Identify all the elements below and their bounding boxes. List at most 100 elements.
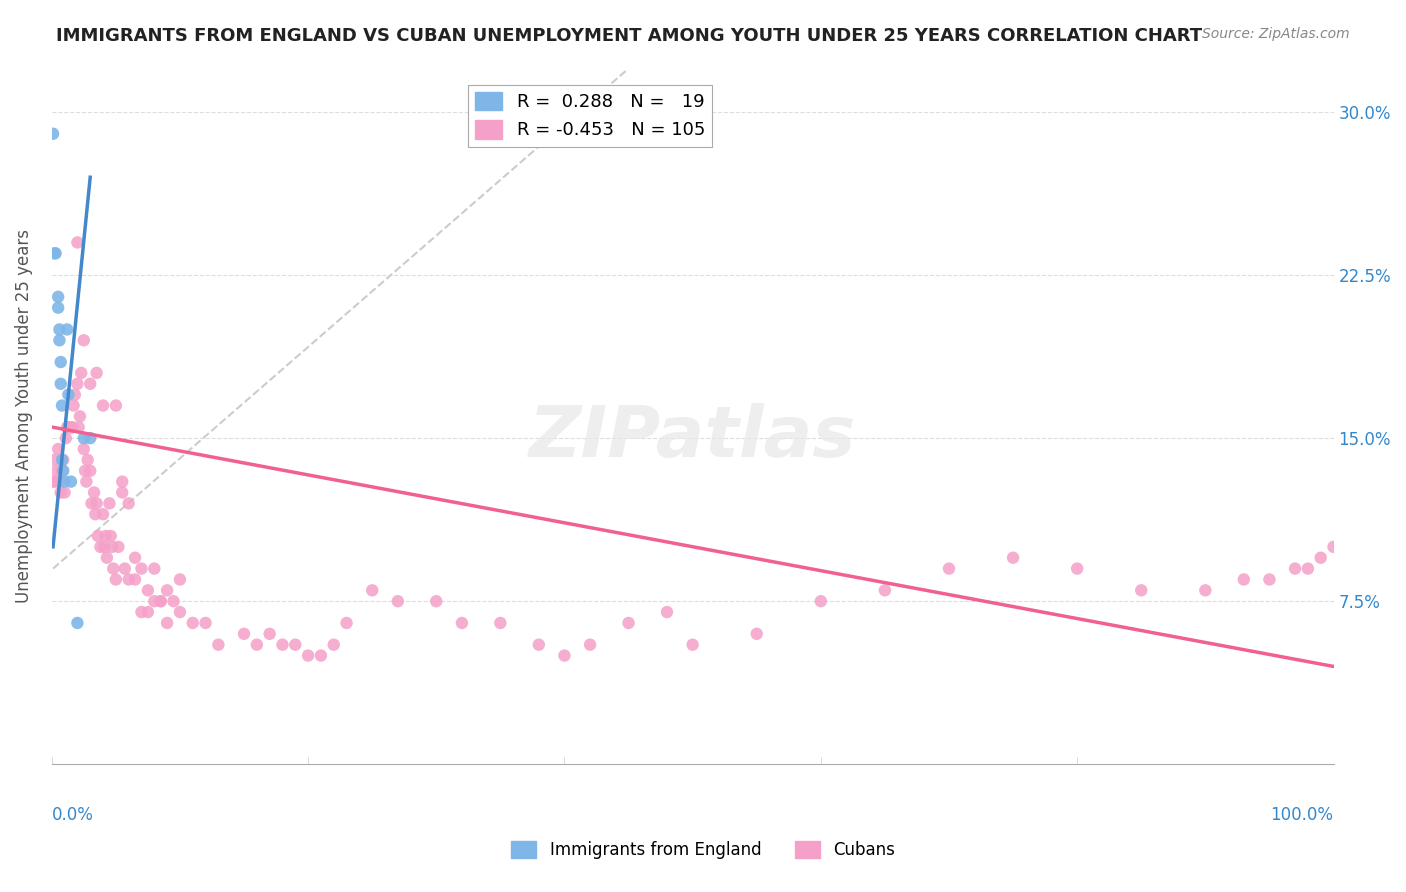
Point	[55, 431, 77, 445]
Point	[100, 529, 122, 543]
Point	[143, 594, 166, 608]
Point	[682, 638, 704, 652]
Text: Source: ZipAtlas.com: Source: ZipAtlas.com	[1202, 27, 1350, 41]
Point	[45, 246, 67, 260]
Point	[246, 638, 269, 652]
Point	[1258, 573, 1281, 587]
Point	[131, 561, 153, 575]
Point	[83, 485, 105, 500]
Point	[48, 475, 70, 489]
Point	[553, 648, 575, 663]
Text: 0.0%: 0.0%	[52, 806, 94, 824]
Point	[745, 627, 768, 641]
Point	[62, 399, 84, 413]
Legend: Immigrants from England, Cubans: Immigrants from England, Cubans	[505, 834, 901, 866]
Y-axis label: Unemployment Among Youth under 25 years: Unemployment Among Youth under 25 years	[15, 229, 32, 603]
Point	[52, 464, 75, 478]
Point	[101, 540, 124, 554]
Point	[66, 376, 89, 391]
Point	[89, 540, 111, 554]
Point	[75, 464, 97, 478]
Point	[96, 550, 118, 565]
Point	[42, 475, 65, 489]
Point	[124, 573, 146, 587]
Point	[76, 453, 98, 467]
Point	[1322, 540, 1344, 554]
Point	[49, 376, 72, 391]
Point	[284, 638, 307, 652]
Point	[136, 605, 159, 619]
Point	[79, 464, 101, 478]
Point	[873, 583, 896, 598]
Point	[233, 627, 256, 641]
Point	[617, 615, 640, 630]
Point	[69, 409, 91, 424]
Point	[1296, 561, 1319, 575]
Point	[1130, 583, 1153, 598]
Point	[46, 290, 69, 304]
Point	[56, 322, 79, 336]
Point	[52, 453, 75, 467]
Point	[87, 529, 110, 543]
Point	[73, 442, 96, 456]
Point	[111, 475, 134, 489]
Point	[93, 540, 115, 554]
Point	[118, 496, 141, 510]
Point	[53, 485, 76, 500]
Point	[655, 605, 678, 619]
Point	[91, 507, 114, 521]
Point	[59, 420, 82, 434]
Point	[309, 648, 332, 663]
Point	[938, 561, 960, 575]
Point	[107, 540, 129, 554]
Point	[73, 333, 96, 347]
Point	[79, 376, 101, 391]
Point	[48, 333, 70, 347]
Point	[66, 235, 89, 250]
Point	[156, 583, 179, 598]
Point	[75, 475, 97, 489]
Point	[579, 638, 602, 652]
Point	[44, 453, 66, 467]
Point	[207, 638, 229, 652]
Point	[162, 594, 184, 608]
Point	[45, 464, 67, 478]
Point	[1233, 573, 1256, 587]
Point	[60, 420, 83, 434]
Point	[156, 615, 179, 630]
Point	[810, 594, 832, 608]
Point	[94, 529, 117, 543]
Point	[49, 485, 72, 500]
Point	[297, 648, 319, 663]
Point	[169, 605, 191, 619]
Point	[48, 322, 70, 336]
Point	[70, 366, 93, 380]
Point	[143, 561, 166, 575]
Point	[259, 627, 281, 641]
Point	[73, 431, 96, 445]
Point	[322, 638, 344, 652]
Point	[131, 605, 153, 619]
Legend: R =  0.288   N =   19, R = -0.453   N = 105: R = 0.288 N = 19, R = -0.453 N = 105	[468, 85, 713, 146]
Point	[44, 246, 66, 260]
Point	[79, 431, 101, 445]
Point	[335, 615, 357, 630]
Point	[86, 496, 108, 510]
Point	[86, 366, 108, 380]
Point	[56, 420, 79, 434]
Point	[271, 638, 294, 652]
Point	[111, 485, 134, 500]
Point	[42, 127, 65, 141]
Point	[46, 442, 69, 456]
Point	[63, 387, 86, 401]
Point	[387, 594, 409, 608]
Point	[451, 615, 474, 630]
Point	[104, 573, 127, 587]
Point	[114, 561, 136, 575]
Point	[1194, 583, 1216, 598]
Point	[489, 615, 512, 630]
Point	[1066, 561, 1088, 575]
Point	[58, 387, 80, 401]
Point	[98, 496, 121, 510]
Point	[67, 420, 90, 434]
